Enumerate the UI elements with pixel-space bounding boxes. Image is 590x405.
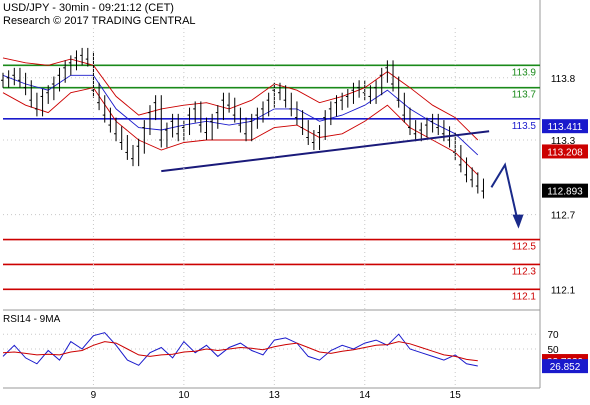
level-label: 113.7 — [512, 90, 537, 101]
rsi-badge-label: 26.852 — [550, 362, 581, 373]
price-badge-label: 113.208 — [547, 147, 583, 158]
level-label: 113.9 — [512, 67, 537, 78]
rsi-badge — [542, 359, 588, 374]
rsi-panel-title: RSI14 - 9MA — [3, 314, 61, 325]
price-tick-label: 112.1 — [551, 285, 576, 296]
x-tick-label: 14 — [359, 390, 371, 400]
price-badge — [542, 144, 588, 159]
price-tick-label: 113.3 — [551, 136, 576, 147]
x-tick-label: 10 — [178, 390, 190, 400]
rsi-tick-label: 50 — [547, 345, 559, 356]
rsi-series-line — [2, 332, 478, 367]
rsi-tick-label: 70 — [547, 330, 559, 341]
chart-subtitle: Research © 2017 TRADING CENTRAL — [3, 15, 196, 27]
price-tick-label: 112.7 — [551, 211, 576, 222]
price-band-line — [2, 87, 479, 176]
forecast-arrow-head — [512, 214, 524, 229]
forecast-arrow-line — [490, 162, 520, 225]
level-label: 113.5 — [512, 121, 537, 132]
level-label: 112.1 — [512, 291, 537, 302]
price-badge — [542, 119, 588, 134]
price-badge-label: 113.411 — [548, 122, 583, 133]
support-trendline — [161, 130, 490, 173]
x-tick-label: 13 — [269, 390, 281, 400]
level-label: 112.3 — [512, 266, 537, 277]
chart-title: USD/JPY - 30min - 09:21:12 (CET) — [3, 2, 174, 14]
x-tick-label: 9 — [91, 390, 97, 400]
level-label: 112.5 — [512, 242, 537, 253]
price-tick-label: 113.8 — [551, 74, 576, 85]
rsi-series-line — [2, 341, 478, 362]
x-tick-label: 15 — [450, 390, 462, 400]
price-badge-label: 112.893 — [547, 187, 583, 198]
price-badge — [542, 183, 588, 198]
